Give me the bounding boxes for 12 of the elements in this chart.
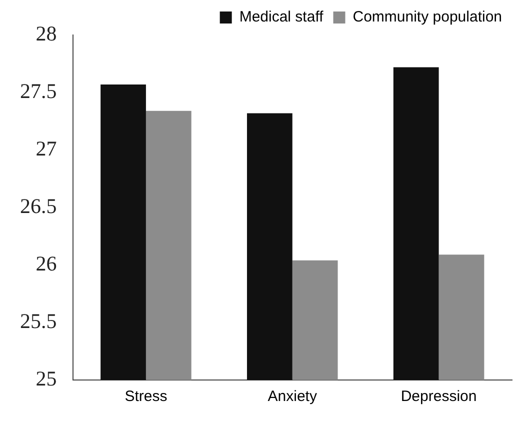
x-tick-label: Depression [400,388,477,406]
x-tick-label: Anxiety [268,388,318,406]
legend-label: Community population [352,8,502,26]
y-tick-label: 26.5 [20,194,57,218]
y-tick-label: 27 [36,136,57,161]
y-tick-label: 28 [36,22,57,46]
x-tick-label: Stress [124,388,168,406]
y-tick-label: 25 [36,366,57,391]
y-tick-label: 25.5 [20,309,57,334]
legend-label: Medical staff [239,8,324,26]
y-tick-label: 27.5 [20,79,57,104]
y-tick-label: 26 [36,252,57,276]
